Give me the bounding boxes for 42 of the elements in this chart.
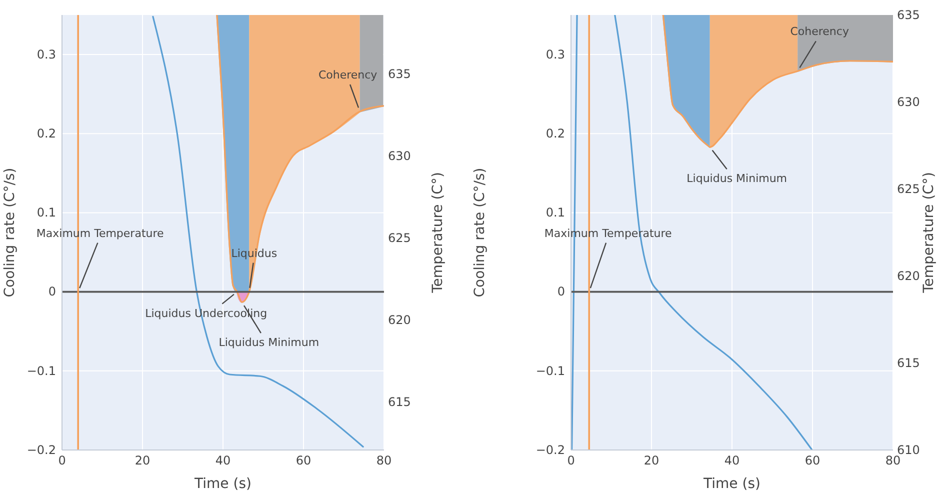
annotation: Liquidus Minimum [686,172,788,186]
y2-tick-label: 620 [897,268,920,283]
annotation: Coherency [318,68,378,82]
y-axis-title: Cooling rate (C°/s) [472,168,488,298]
y-tick-label: 0.1 [546,206,565,220]
y2-tick-label: 635 [388,66,411,81]
y2-tick-label: 635 [897,8,920,22]
x-tick-label: 20 [134,454,150,468]
x-tick-label: 20 [644,454,660,468]
x-tick-label: 60 [296,454,312,468]
line-series [216,15,384,303]
x-tick-label: 0 [567,454,575,468]
x-axis-title: Time (s) [702,476,760,492]
x-tick-label: 0 [58,454,66,468]
y2-tick-label: 630 [388,149,411,164]
y2-tick-label: 615 [897,356,920,370]
y2-tick-label: 625 [897,182,920,196]
y2-tick-label: 615 [388,395,411,410]
y2-tick-label: 630 [897,94,920,109]
x-tick-label: 60 [804,454,820,468]
y-tick-label: −0.1 [26,364,56,378]
y-tick-label: 0 [48,284,56,299]
y-tick-label: 0.2 [36,126,56,140]
y2-axis-title: Temperature (C°) [921,172,937,294]
x-tick-label: 40 [215,454,231,468]
y-tick-label: −0.2 [536,442,565,457]
line-series [662,15,893,148]
y2-tick-label: 620 [388,313,411,328]
y-axis-title: Cooling rate (C°/s) [2,168,18,298]
y-tick-label: 0 [557,284,565,299]
y2-tick-label: 625 [388,231,411,246]
x-tick-label: 40 [724,454,740,468]
y-tick-label: 0.3 [546,47,565,62]
y-tick-label: 0.3 [36,47,56,62]
y-tick-label: −0.1 [536,364,565,378]
y-tick-label: −0.2 [26,442,56,457]
y2-axis-title: Temperature (C°) [430,172,446,294]
y-tick-label: 0.1 [36,206,56,220]
x-tick-label: 80 [376,454,392,468]
x-axis-title: Time (s) [194,476,252,492]
annotation: Liquidus Minimum [218,336,320,350]
y-tick-label: 0.2 [546,126,565,140]
